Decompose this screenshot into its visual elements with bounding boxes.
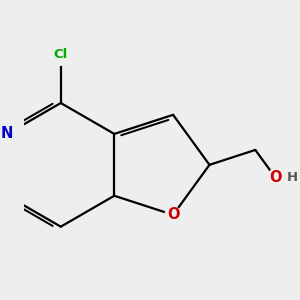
Circle shape <box>50 44 71 65</box>
Text: H: H <box>287 171 298 184</box>
Text: O: O <box>167 207 179 222</box>
Circle shape <box>0 125 16 142</box>
Circle shape <box>165 207 181 223</box>
Text: Cl: Cl <box>54 48 68 61</box>
Text: O: O <box>269 170 282 185</box>
Text: N: N <box>1 126 13 141</box>
Circle shape <box>267 169 283 185</box>
